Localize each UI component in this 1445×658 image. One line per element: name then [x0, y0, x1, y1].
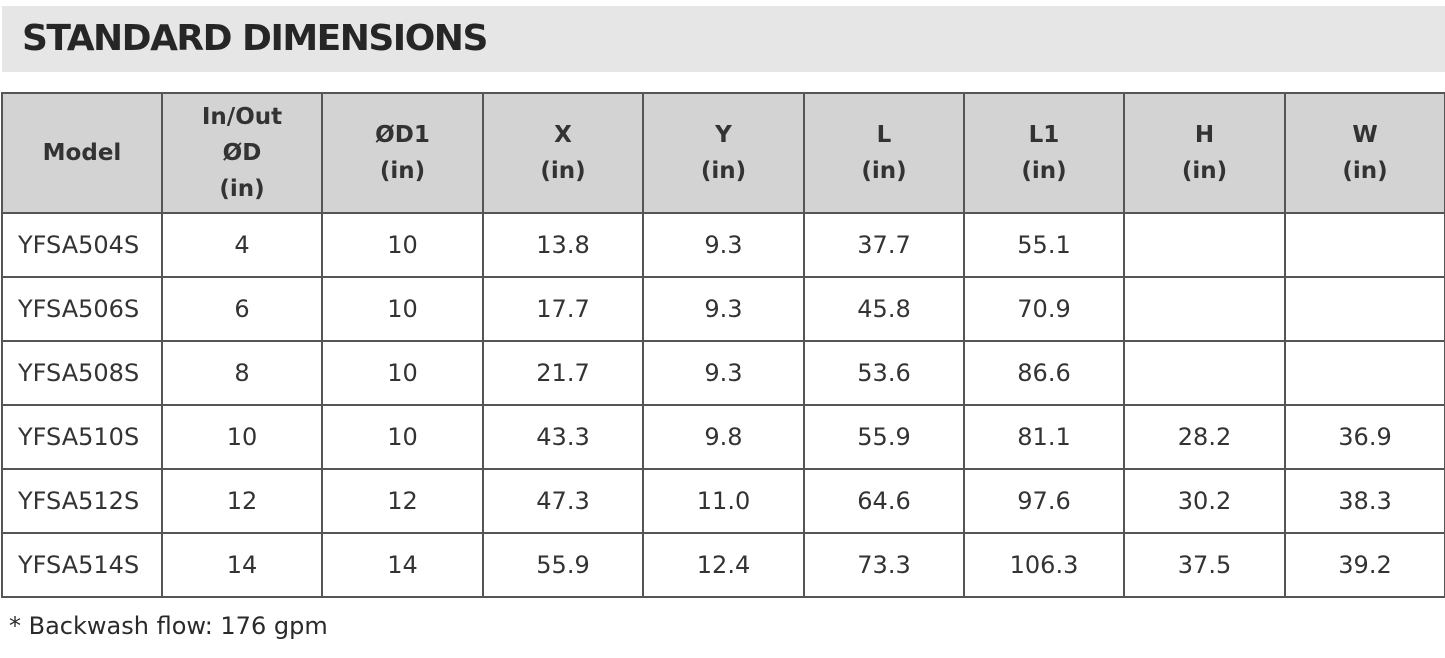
table-cell-l1: 97.6: [963, 468, 1125, 534]
column-header-line: ØD1: [375, 122, 430, 148]
footnote: * Backwash flow: 176 gpm: [9, 612, 328, 640]
table-cell-in-out-od: 10: [161, 404, 323, 470]
column-header-line: (in): [219, 176, 265, 202]
table-cell-h: 37.5: [1123, 532, 1286, 598]
table-cell-l1: 86.6: [963, 340, 1125, 406]
table-cell-od1: 12: [321, 468, 484, 534]
column-header-line: ØD: [222, 140, 262, 166]
column-header-l1: L1 (in): [963, 92, 1125, 214]
column-header-l: L (in): [803, 92, 965, 214]
table-cell-x: 55.9: [482, 532, 644, 598]
table-cell-y: 9.3: [642, 276, 805, 342]
column-header-line: H: [1194, 122, 1215, 148]
table-cell-x: 17.7: [482, 276, 644, 342]
table-cell-l: 73.3: [803, 532, 965, 598]
table-cell-l: 64.6: [803, 468, 965, 534]
table-cell-l1: 55.1: [963, 212, 1125, 278]
table-cell-x: 13.8: [482, 212, 644, 278]
column-header-line: (in): [1181, 158, 1228, 184]
table-cell-w: 38.3: [1284, 468, 1445, 534]
table-body: YFSA504S 4 10 13.8 9.3 37.7 55.1 YFSA506S 6 10 17.…: [1, 212, 1445, 598]
table-cell-w: [1284, 276, 1445, 342]
table-cell-in-out-od: 4: [161, 212, 323, 278]
model-cell: YFSA508S: [1, 340, 163, 406]
column-header-y: Y (in): [642, 92, 805, 214]
table-cell-h: 28.2: [1123, 404, 1286, 470]
model-cell: YFSA510S: [1, 404, 163, 470]
table-row: YFSA512S 12 12 47.3 11.0 64.6 97.6 30.2 38.3: [1, 468, 1445, 534]
table-cell-l: 37.7: [803, 212, 965, 278]
column-header-od1: ØD1 (in): [321, 92, 484, 214]
table-cell-x: 43.3: [482, 404, 644, 470]
column-header-line: (in): [1342, 158, 1388, 184]
table-row: YFSA514S 14 14 55.9 12.4 73.3 106.3 37.5 39.2: [1, 532, 1445, 598]
table-cell-l1: 81.1: [963, 404, 1125, 470]
model-cell: YFSA504S: [1, 212, 163, 278]
column-header-line: (in): [700, 158, 747, 184]
column-header-line: L1: [1028, 122, 1060, 148]
model-cell: YFSA506S: [1, 276, 163, 342]
column-header-line: (in): [861, 158, 907, 184]
table-cell-od1: 10: [321, 212, 484, 278]
table-header-row: Model In/Out ØD (in) ØD1 (in) X (in) Y (in) L (in) L…: [1, 92, 1445, 214]
column-header-line: (in): [379, 158, 426, 184]
table-cell-in-out-od: 6: [161, 276, 323, 342]
table-cell-x: 47.3: [482, 468, 644, 534]
column-header-in-out-od: In/Out ØD (in): [161, 92, 323, 214]
table-cell-in-out-od: 12: [161, 468, 323, 534]
column-header-line: (in): [1021, 158, 1067, 184]
table-row: YFSA508S 8 10 21.7 9.3 53.6 86.6: [1, 340, 1445, 406]
column-header-line: W: [1352, 122, 1378, 148]
table-cell-w: [1284, 212, 1445, 278]
table-cell-y: 9.3: [642, 212, 805, 278]
table-cell-w: 36.9: [1284, 404, 1445, 470]
table-cell-od1: 10: [321, 340, 484, 406]
table-cell-y: 9.8: [642, 404, 805, 470]
table-cell-od1: 10: [321, 404, 484, 470]
table-cell-x: 21.7: [482, 340, 644, 406]
table-cell-in-out-od: 8: [161, 340, 323, 406]
table-cell-h: [1123, 212, 1286, 278]
column-header-x: X (in): [482, 92, 644, 214]
column-header-line: In/Out: [201, 104, 283, 130]
table-cell-l1: 70.9: [963, 276, 1125, 342]
table-cell-od1: 10: [321, 276, 484, 342]
table-row: YFSA504S 4 10 13.8 9.3 37.7 55.1: [1, 212, 1445, 278]
table-row: YFSA510S 10 10 43.3 9.8 55.9 81.1 28.2 36.9: [1, 404, 1445, 470]
model-cell: YFSA512S: [1, 468, 163, 534]
table-cell-w: [1284, 340, 1445, 406]
model-cell: YFSA514S: [1, 532, 163, 598]
table-row: YFSA506S 6 10 17.7 9.3 45.8 70.9: [1, 276, 1445, 342]
column-header-w: W (in): [1284, 92, 1445, 214]
table-cell-h: 30.2: [1123, 468, 1286, 534]
column-header-line: X: [554, 122, 572, 148]
table-cell-y: 9.3: [642, 340, 805, 406]
table-cell-in-out-od: 14: [161, 532, 323, 598]
column-header-h: H (in): [1123, 92, 1286, 214]
table-cell-h: [1123, 340, 1286, 406]
column-header-line: Y: [715, 122, 732, 148]
dimensions-table: Model In/Out ØD (in) ØD1 (in) X (in) Y (in) L (in) L…: [1, 92, 1445, 598]
page-title: STANDARD DIMENSIONS: [22, 18, 488, 59]
column-header-line: L: [876, 122, 892, 148]
table-cell-l: 45.8: [803, 276, 965, 342]
table-cell-l: 55.9: [803, 404, 965, 470]
table-cell-h: [1123, 276, 1286, 342]
table-cell-l1: 106.3: [963, 532, 1125, 598]
column-header-line: (in): [540, 158, 586, 184]
column-header-model: Model: [1, 92, 163, 214]
table-cell-od1: 14: [321, 532, 484, 598]
table-cell-y: 11.0: [642, 468, 805, 534]
table-cell-l: 53.6: [803, 340, 965, 406]
title-bar: STANDARD DIMENSIONS: [2, 6, 1445, 72]
column-header-line: Model: [42, 140, 122, 166]
table-cell-y: 12.4: [642, 532, 805, 598]
table-cell-w: 39.2: [1284, 532, 1445, 598]
